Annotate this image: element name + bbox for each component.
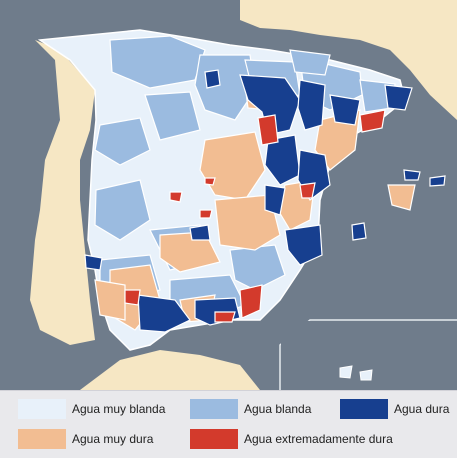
france-land — [240, 0, 457, 120]
spain-map — [0, 0, 457, 390]
legend-item-blanda: Agua blanda — [190, 399, 311, 419]
legend-label-blanda: Agua blanda — [244, 402, 312, 416]
regions-extremadamente-dura — [124, 109, 386, 323]
legend-swatch-muy-dura — [18, 429, 66, 449]
legend-label-extremadamente-dura: Agua extremadamente dura — [244, 432, 393, 446]
legend-item-muy-dura: Agua muy dura — [18, 429, 153, 449]
legend-swatch-blanda — [190, 399, 238, 419]
legend-item-muy-blanda: Agua muy blanda — [18, 399, 165, 419]
legend-swatch-extremadamente-dura — [190, 429, 238, 449]
portugal-land — [30, 40, 95, 345]
legend-swatch-muy-blanda — [18, 399, 66, 419]
legend-label-muy-blanda: Agua muy blanda — [72, 402, 166, 416]
legend-label-dura: Agua dura — [394, 402, 450, 416]
legend-label-muy-dura: Agua muy dura — [72, 432, 154, 446]
legend-swatch-dura — [340, 399, 388, 419]
map-legend: Agua muy blanda Agua blanda Agua dura Ag… — [0, 390, 457, 458]
legend-item-dura: Agua dura — [340, 399, 449, 419]
canary-islands — [339, 365, 373, 381]
africa-land — [80, 350, 260, 390]
legend-item-extremadamente-dura: Agua extremadamente dura — [190, 429, 393, 449]
